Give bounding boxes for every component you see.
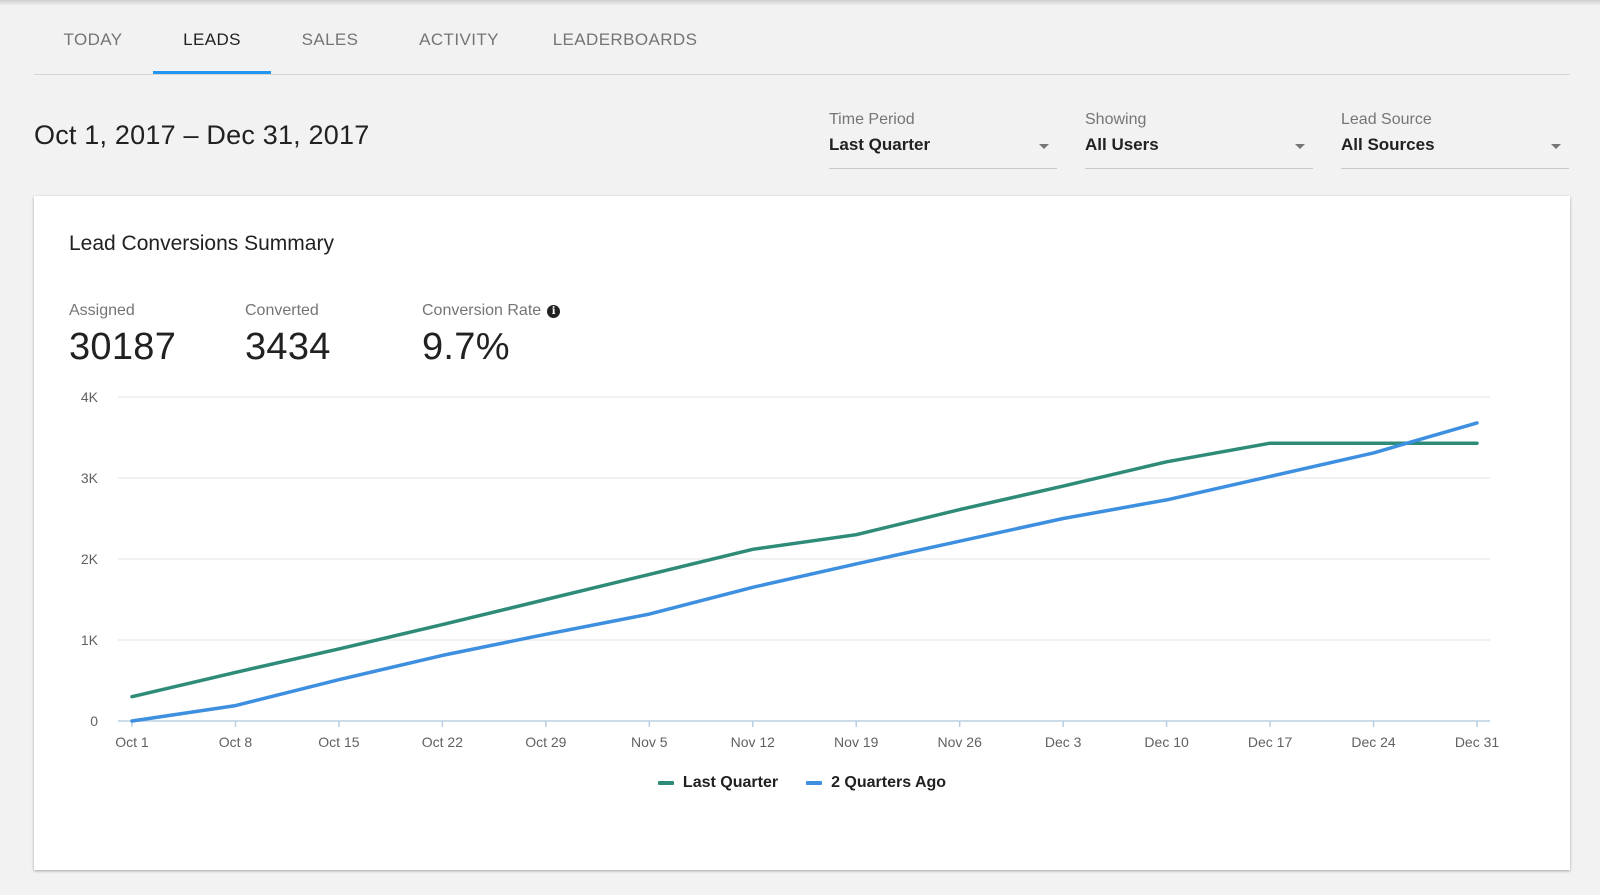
- legend-swatch: [806, 781, 823, 785]
- legend-item-2-quarters-ago[interactable]: 2 Quarters Ago: [806, 774, 946, 792]
- assigned-stat: Assigned 30187: [69, 302, 176, 369]
- x-tick-label: Dec 17: [1248, 734, 1293, 750]
- conversion-rate-label: Conversion Rate: [422, 302, 542, 319]
- conversion-rate-stat: Conversion Rate i 9.7%: [422, 302, 561, 369]
- x-tick-label: Nov 26: [938, 734, 983, 750]
- date-range-title: Oct 1, 2017 – Dec 31, 2017: [34, 120, 370, 150]
- x-tick-label: Oct 22: [422, 734, 463, 750]
- tab-label: SALES: [301, 30, 359, 49]
- tab-label: TODAY: [63, 30, 123, 49]
- legend-label: Last Quarter: [682, 774, 779, 791]
- lead-source-label: Lead Source: [1341, 111, 1432, 128]
- active-tab-indicator: [153, 71, 271, 74]
- conversion-rate-value: 9.7%: [422, 326, 510, 368]
- lead-conversions-chart: 0 1K 2K 3K 4K Oct 1 Oct 8 Oct 15 Oct 22 Oct 29 Nov…: [81, 389, 1500, 750]
- x-tick-label: Oct 8: [219, 734, 253, 750]
- assigned-value: 30187: [69, 326, 177, 368]
- top-shadow: [0, 0, 1600, 6]
- time-period-label: Time Period: [829, 111, 915, 128]
- showing-select[interactable]: Showing All Users: [1085, 108, 1313, 169]
- dropdown-arrow-icon: [1295, 144, 1305, 149]
- y-tick-label: 2K: [81, 551, 99, 567]
- y-tick-label: 1K: [81, 632, 99, 648]
- x-tick-label: Oct 15: [318, 734, 359, 750]
- x-tick-label: Oct 1: [115, 734, 149, 750]
- tab-activity[interactable]: ACTIVITY: [395, 0, 523, 72]
- showing-label: Showing: [1085, 111, 1147, 128]
- dropdown-arrow-icon: [1039, 144, 1049, 149]
- tab-sales[interactable]: SALES: [271, 0, 389, 72]
- x-tick-label: Nov 12: [731, 734, 776, 750]
- x-tick-label: Oct 29: [525, 734, 566, 750]
- series-line-0: [130, 441, 1479, 699]
- chart-legend: Last Quarter 2 Quarters Ago: [34, 774, 1570, 792]
- tab-today[interactable]: TODAY: [34, 0, 152, 72]
- legend-label: 2 Quarters Ago: [831, 774, 947, 791]
- x-tick-label: Nov 19: [834, 734, 879, 750]
- assigned-label: Assigned: [69, 302, 135, 319]
- lead-source-select[interactable]: Lead Source All Sources: [1341, 108, 1569, 169]
- y-tick-label: 3K: [81, 470, 99, 486]
- lead-conversions-card: Lead Conversions Summary Assigned 30187 …: [34, 196, 1570, 870]
- legend-swatch: [657, 781, 674, 785]
- info-icon[interactable]: i: [547, 304, 561, 318]
- conversion-rate-label-row: Conversion Rate i: [422, 302, 561, 320]
- tab-label: LEADS: [183, 30, 241, 49]
- x-tick-label: Dec 10: [1144, 734, 1189, 750]
- x-tick-label: Dec 24: [1351, 734, 1396, 750]
- tab-label: LEADERBOARDS: [552, 30, 698, 49]
- lead-source-value: All Sources: [1341, 135, 1435, 154]
- series-line-1: [130, 421, 1479, 723]
- time-period-select[interactable]: Time Period Last Quarter: [829, 108, 1057, 169]
- showing-value: All Users: [1085, 135, 1159, 154]
- tab-leads[interactable]: LEADS: [153, 0, 271, 74]
- converted-value: 3434: [245, 326, 331, 368]
- tab-leaderboards[interactable]: LEADERBOARDS: [544, 0, 706, 72]
- card-title: Lead Conversions Summary: [69, 232, 334, 255]
- time-period-value: Last Quarter: [829, 135, 931, 154]
- y-tick-label: 0: [90, 713, 98, 729]
- y-tick-label: 4K: [81, 389, 99, 405]
- tab-label: ACTIVITY: [419, 30, 499, 49]
- x-tick-label: Nov 5: [631, 734, 668, 750]
- legend-item-last-quarter[interactable]: Last Quarter: [657, 774, 779, 792]
- converted-stat: Converted 3434: [245, 302, 331, 369]
- dropdown-arrow-icon: [1551, 144, 1561, 149]
- x-tick-label: Dec 31: [1455, 734, 1500, 750]
- x-tick-label: Dec 3: [1045, 734, 1082, 750]
- converted-label: Converted: [245, 302, 319, 319]
- tab-bar: TODAY LEADS SALES ACTIVITY LEADERBOARDS: [34, 0, 1570, 75]
